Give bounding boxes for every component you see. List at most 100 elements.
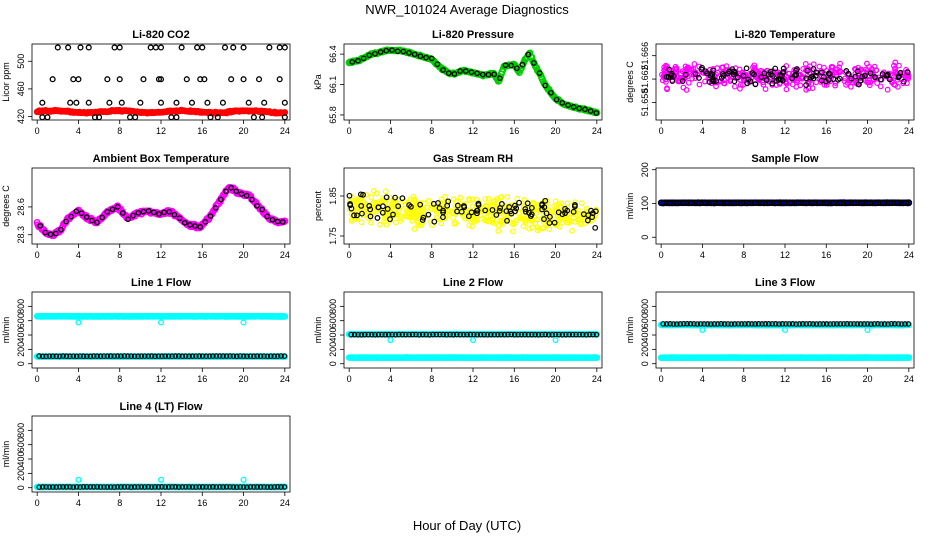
data-point [268,484,274,490]
y-tick-label-line1: 800 [16,299,26,314]
y-axis-label-line2: ml/min [313,317,323,344]
data-point [155,484,162,490]
data-point [549,331,555,338]
data-point [118,353,124,359]
series-co2-4 [39,114,288,121]
data-point [410,197,417,203]
data-point [522,331,528,338]
data-point [230,44,237,51]
y-tick-label-line4: 600 [16,437,26,452]
data-point [389,47,395,53]
data-point [433,208,440,215]
data-point [794,77,801,84]
data-point [570,104,577,110]
data-point [36,353,43,359]
data-point [243,192,250,199]
data-point [223,188,229,195]
x-tick-label-pressure: 8 [429,126,434,136]
data-point [471,331,477,338]
data-point [42,229,49,236]
data-point [440,67,446,73]
data-point [485,71,492,78]
data-point [512,219,519,226]
data-point [515,331,521,338]
data-point [166,208,173,215]
data-point [179,353,186,360]
data-point [905,321,912,327]
data-point [43,484,49,490]
data-point [75,476,82,483]
data-point [220,353,226,359]
data-point [834,321,840,327]
data-point [556,331,562,338]
data-point [53,353,60,360]
series-line3-2 [660,320,912,327]
data-point [394,48,401,55]
data-point [281,217,289,225]
data-point [73,484,80,490]
data-point [491,331,498,338]
x-tick-label-pressure: 16 [509,126,519,136]
series-line3-1 [657,354,913,362]
data-point [881,321,888,327]
data-point [758,74,765,81]
data-point [701,321,707,327]
series-sample-1 [657,199,913,207]
series-line2-2 [348,331,600,338]
data-point [87,484,94,490]
data-point [89,217,95,224]
data-point [543,203,550,210]
data-point [488,331,494,338]
data-point [118,99,125,106]
data-point [438,220,445,227]
series-line1-2 [36,353,288,360]
data-point [450,214,456,221]
data-point [584,217,591,224]
data-point [699,326,706,334]
data-point [541,216,547,222]
data-point [888,320,895,327]
data-point [189,353,196,359]
data-point [50,353,56,359]
data-point [199,484,206,490]
data-point [843,68,850,74]
data-point [769,80,776,87]
data-point [530,205,536,212]
y-axis-label-temp820: degrees C [625,61,635,103]
data-point [114,484,121,490]
data-point [660,321,667,327]
data-point [668,72,675,79]
data-point [372,50,378,57]
data-point [367,213,374,220]
data-point [118,484,124,490]
data-point [511,331,518,338]
data-point [466,196,473,202]
data-point [466,222,473,229]
data-point [445,70,452,76]
data-point [426,331,433,338]
data-point [836,64,843,71]
data-point [796,321,803,327]
data-point [457,331,464,338]
data-point [582,106,588,113]
data-point [423,331,429,338]
y-tick-label-line1: 200 [16,342,26,357]
data-point [555,216,562,222]
data-point [155,353,162,359]
data-point [524,200,531,207]
x-tick-label-boxtemp: 12 [156,250,166,260]
data-point [508,210,515,217]
data-point [690,66,697,72]
data-point [228,184,235,191]
data-point [667,321,673,327]
x-tick-label-boxtemp: 0 [35,250,40,260]
data-point [525,51,532,58]
data-point [482,207,489,214]
data-point [548,89,554,96]
data-point [884,86,891,93]
data-point [690,71,697,78]
data-point [718,321,724,327]
x-tick-label-sample: 8 [741,250,746,260]
data-point [63,353,70,360]
data-point [731,83,738,90]
